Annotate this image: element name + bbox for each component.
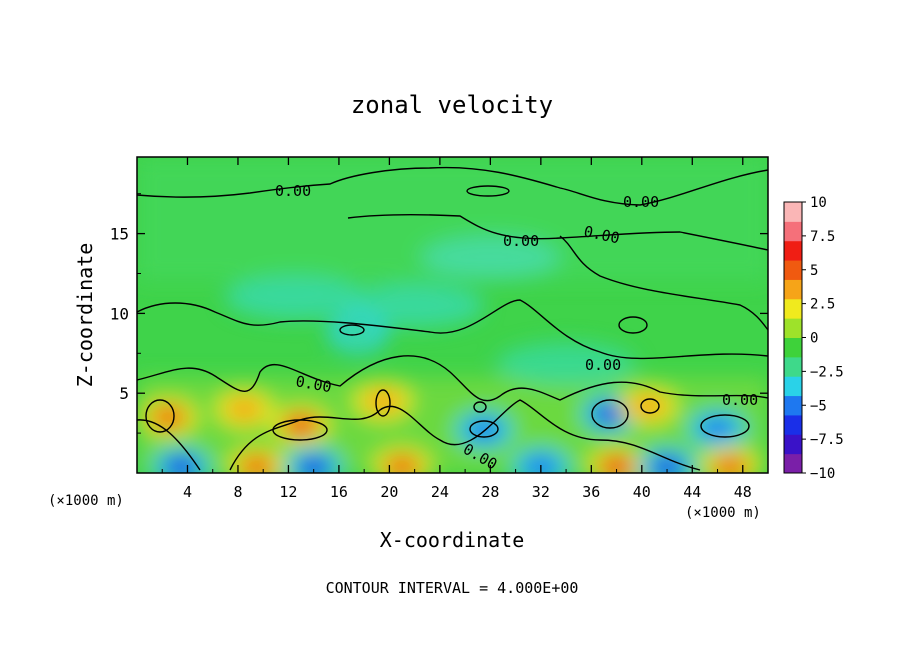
contour-lines <box>137 166 768 471</box>
field-feature <box>384 455 421 473</box>
contour-cell <box>700 414 750 438</box>
contour-label: 0.00 <box>722 391 758 409</box>
y-tick-label: 15 <box>110 225 129 244</box>
field-patch <box>496 342 637 387</box>
contour-cell <box>618 316 648 334</box>
colorbar-tick-label: −5 <box>810 398 827 414</box>
contour-cell <box>469 420 499 438</box>
contour-line-trough <box>559 235 768 331</box>
colorbar-tick-label: 0 <box>810 331 818 347</box>
colorbar-segment <box>784 376 802 397</box>
field-feature <box>283 414 320 437</box>
contour-cell <box>145 399 175 433</box>
field-feature <box>649 455 686 473</box>
colorbar-tick-label: 10 <box>810 195 827 211</box>
contour-cell <box>466 185 510 197</box>
x-tick-label: 8 <box>233 483 242 501</box>
field-feature <box>630 394 667 417</box>
y-tick-label: 10 <box>110 304 129 323</box>
colorbar-tick-label: −2.5 <box>810 364 844 380</box>
x-tick-label: 12 <box>279 483 297 501</box>
x-tick-label: 40 <box>633 483 651 501</box>
contour-interval-note: CONTOUR INTERVAL = 4.000E+00 <box>326 579 579 597</box>
contour-cell <box>640 398 660 414</box>
contour-cell <box>591 399 629 429</box>
colorbar-segment <box>784 434 802 455</box>
colorbar-tick-label: −10 <box>810 466 835 482</box>
colorbar-segment <box>784 337 802 358</box>
colorbar: 10 7.5 5 2.5 0 −2.5 −5 −7.5 −10 <box>783 195 844 482</box>
colorbar-segment <box>784 318 802 338</box>
x-axis-label: X-coordinate <box>380 528 525 552</box>
x-tick-label: 32 <box>532 483 550 501</box>
field-feature <box>712 455 749 473</box>
field-feature <box>226 398 263 421</box>
contour-line-band <box>137 299 768 360</box>
velocity-field <box>137 157 768 473</box>
x-tick-label: 48 <box>734 483 752 501</box>
contour-cell <box>375 389 391 417</box>
colorbar-tick-label: −7.5 <box>810 432 844 448</box>
plot-frame <box>136 156 769 474</box>
field-patch <box>344 283 485 328</box>
x-tick-label: 28 <box>481 483 499 501</box>
contour-line-lower <box>137 355 768 402</box>
colorbar-segment <box>784 260 802 280</box>
contour-line-upper <box>137 166 768 206</box>
field-patch <box>224 275 365 320</box>
colorbar-tick-label: 5 <box>810 263 818 279</box>
contour-cell <box>473 401 487 413</box>
colorbar-segment <box>784 240 802 261</box>
colorbar-segment <box>784 453 802 474</box>
field-feature <box>150 406 187 429</box>
chart-title: zonal velocity <box>351 91 553 119</box>
x-tick-label: 44 <box>683 483 701 501</box>
field-feature <box>295 455 332 473</box>
field-patch <box>420 235 561 280</box>
colorbar-tick-label: 2.5 <box>810 297 835 313</box>
field-feature <box>598 455 635 473</box>
y-axis-label: Z-coordinate <box>73 243 97 388</box>
y-tick-label: 5 <box>119 384 129 403</box>
x-tick-label: 16 <box>330 483 348 501</box>
colorbar-segment <box>784 202 802 222</box>
colorbar-segment <box>784 395 802 416</box>
x-tick-label: 4 <box>183 483 192 501</box>
colorbar-segment <box>784 221 802 242</box>
x-tick-label: 36 <box>582 483 600 501</box>
field-feature <box>339 321 376 344</box>
x-unit-right: (×1000 m) <box>685 505 761 521</box>
contour-label: 0.00 <box>623 193 659 211</box>
field-feature <box>365 390 402 413</box>
plot-area: 0.00 0.00 0.00 0.00 0.00 0.00 0.00 0.00 <box>137 157 768 473</box>
colorbar-tick-label: 7.5 <box>810 229 835 245</box>
contour-label: 0.00 <box>294 372 333 396</box>
contour-cell <box>339 324 365 336</box>
x-tick-label: 24 <box>431 483 449 501</box>
colorbar-segment <box>784 298 802 319</box>
x-unit-left: (×1000 m) <box>48 493 124 509</box>
field-feature <box>163 455 200 473</box>
colorbar-segment <box>784 414 802 435</box>
contour-line-mid <box>347 214 768 251</box>
contour-label: 0.00 <box>585 356 621 374</box>
colorbar-segment <box>784 356 802 377</box>
field-feature <box>238 455 275 473</box>
contour-label: 0.00 <box>275 182 311 200</box>
contour-cell <box>272 419 328 441</box>
colorbar-segment <box>784 279 802 300</box>
x-tick-label: 20 <box>380 483 398 501</box>
field-feature <box>522 455 559 473</box>
contour-label: 0.00 <box>503 232 539 250</box>
